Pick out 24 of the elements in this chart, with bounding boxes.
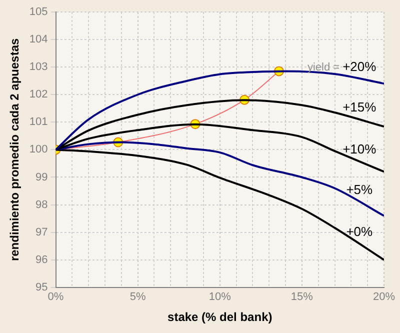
x-axis-title: stake (% del bank) <box>168 310 272 324</box>
y-tick-label: 99 <box>36 171 48 184</box>
y-tick-label: 103 <box>29 61 48 74</box>
series-label: +10% <box>342 141 377 156</box>
x-tick-label: 15% <box>290 291 314 304</box>
x-tick-label: 5% <box>130 291 146 304</box>
x-tick-label: 0% <box>48 291 64 304</box>
y-tick-label: 102 <box>29 88 48 101</box>
y-tick-label: 98 <box>36 198 48 211</box>
x-tick-label: 10% <box>208 291 232 304</box>
series-label: +5% <box>346 182 374 198</box>
x-tick-label: 20% <box>372 291 396 304</box>
y-axis-title: rendimiento promedio cada 2 apuestas <box>8 38 22 262</box>
y-tick-label: 95 <box>36 281 48 294</box>
series-label: +20% <box>342 58 377 74</box>
y-tick-label: 96 <box>36 254 48 266</box>
annotation: yield = <box>307 61 340 74</box>
y-tick-label: 105 <box>29 6 48 18</box>
y-tick-label: 97 <box>36 226 48 238</box>
y-tick-label: 104 <box>29 34 48 46</box>
y-tick-label: 100 <box>29 144 48 156</box>
series-label: +0% <box>346 224 374 239</box>
y-tick-label: 101 <box>29 116 48 128</box>
series-label: +15% <box>342 100 377 115</box>
